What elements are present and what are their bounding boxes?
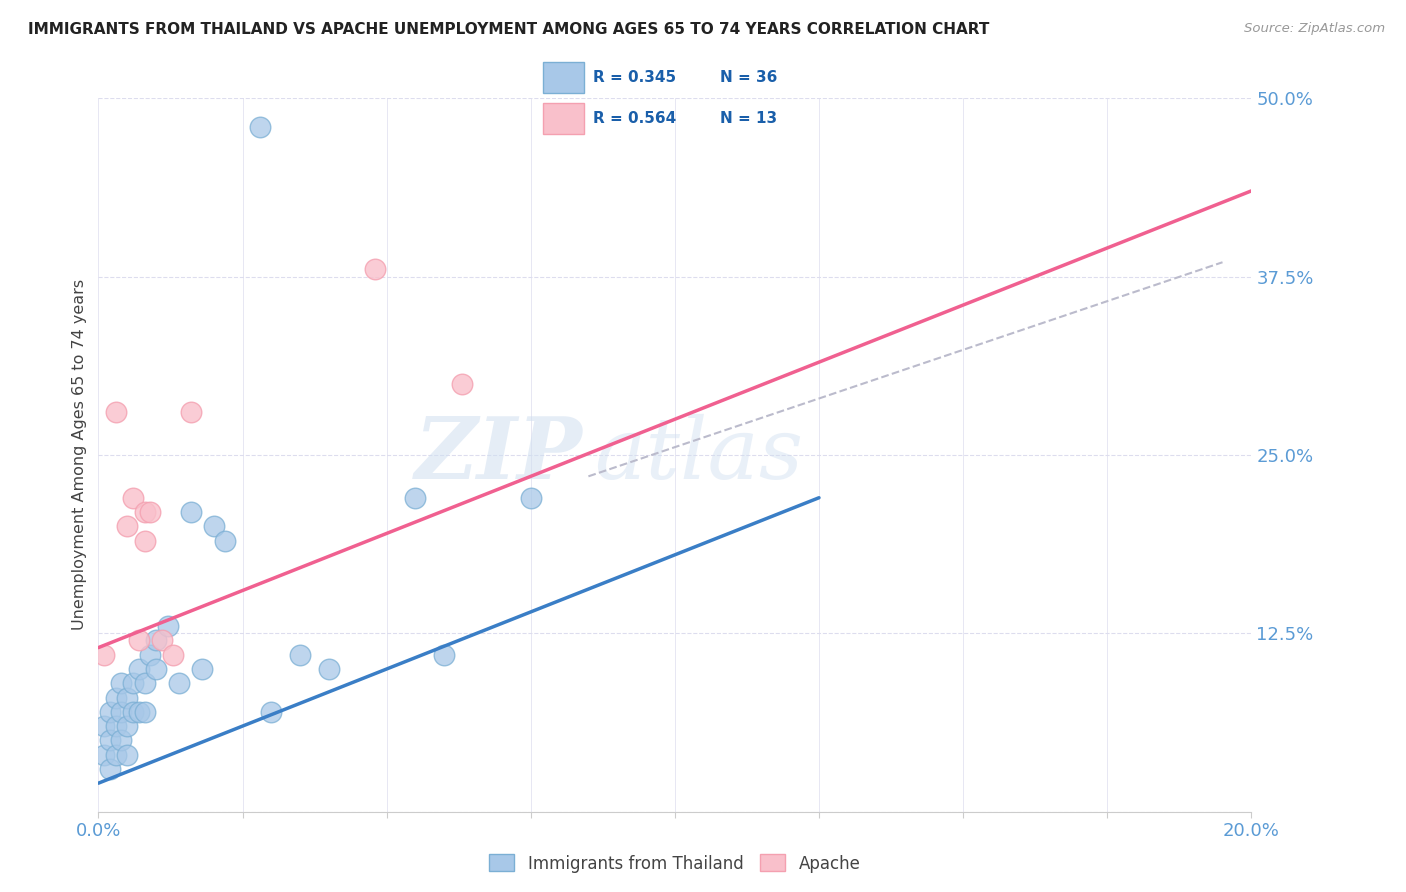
Point	[364, 262, 387, 277]
Point	[98, 762, 121, 776]
Point	[117, 519, 138, 533]
Point	[122, 676, 145, 690]
Point	[128, 705, 150, 719]
Point	[134, 676, 156, 690]
Point	[202, 519, 225, 533]
Point	[93, 747, 115, 762]
Text: atlas: atlas	[595, 414, 803, 496]
Point	[104, 690, 127, 705]
Point	[93, 648, 115, 662]
Point	[260, 705, 283, 719]
Text: Source: ZipAtlas.com: Source: ZipAtlas.com	[1244, 22, 1385, 36]
Point	[405, 491, 427, 505]
Point	[180, 405, 202, 419]
Point	[117, 747, 138, 762]
Point	[167, 676, 190, 690]
Point	[162, 648, 184, 662]
Point	[104, 405, 127, 419]
Y-axis label: Unemployment Among Ages 65 to 74 years: Unemployment Among Ages 65 to 74 years	[72, 279, 87, 631]
Point	[139, 648, 162, 662]
Text: N = 36: N = 36	[720, 70, 778, 85]
Legend: Immigrants from Thailand, Apache: Immigrants from Thailand, Apache	[482, 847, 868, 880]
Point	[93, 719, 115, 733]
Point	[110, 705, 132, 719]
Point	[249, 120, 271, 134]
Text: ZIP: ZIP	[415, 413, 582, 497]
FancyBboxPatch shape	[543, 62, 585, 93]
Point	[128, 662, 150, 676]
Point	[117, 719, 138, 733]
Text: IMMIGRANTS FROM THAILAND VS APACHE UNEMPLOYMENT AMONG AGES 65 TO 74 YEARS CORREL: IMMIGRANTS FROM THAILAND VS APACHE UNEMP…	[28, 22, 990, 37]
Point	[290, 648, 312, 662]
Text: N = 13: N = 13	[720, 112, 778, 126]
Point	[117, 690, 138, 705]
Point	[104, 719, 127, 733]
Point	[433, 648, 456, 662]
Point	[122, 705, 145, 719]
Point	[139, 505, 162, 519]
Point	[520, 491, 543, 505]
Point	[450, 376, 472, 391]
Point	[180, 505, 202, 519]
Point	[156, 619, 179, 633]
Point	[110, 733, 132, 747]
FancyBboxPatch shape	[543, 103, 585, 134]
Point	[134, 533, 156, 548]
Text: R = 0.345: R = 0.345	[593, 70, 676, 85]
Point	[134, 705, 156, 719]
Point	[191, 662, 214, 676]
Point	[134, 505, 156, 519]
Point	[110, 676, 132, 690]
Point	[104, 747, 127, 762]
Point	[145, 633, 167, 648]
Point	[318, 662, 340, 676]
Point	[145, 662, 167, 676]
Point	[214, 533, 236, 548]
Point	[128, 633, 150, 648]
Point	[98, 733, 121, 747]
Point	[150, 633, 173, 648]
Text: R = 0.564: R = 0.564	[593, 112, 676, 126]
Point	[98, 705, 121, 719]
Point	[122, 491, 145, 505]
